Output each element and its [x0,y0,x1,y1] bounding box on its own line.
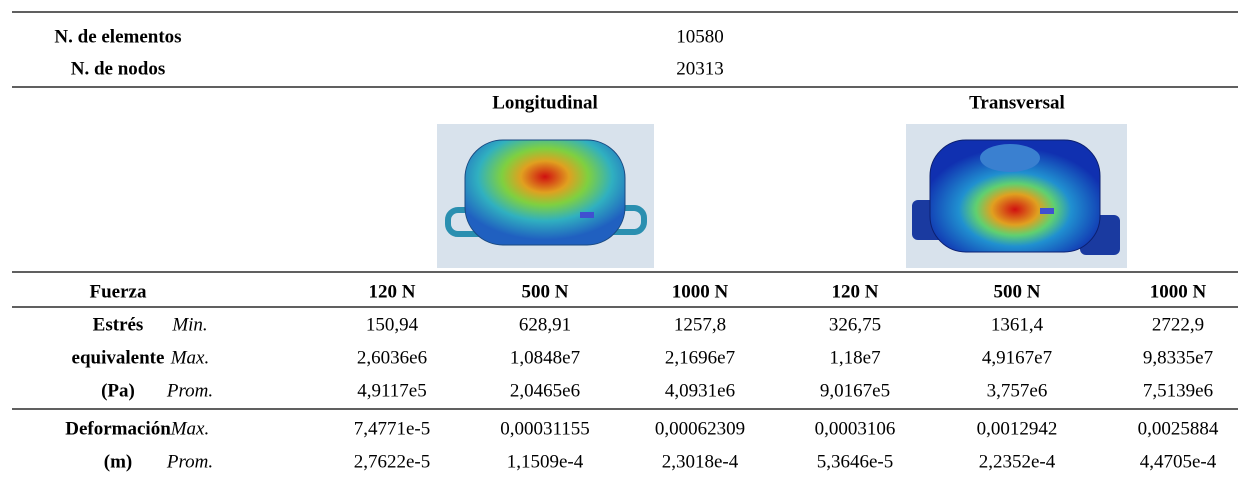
cell-value: 4,4705e-4 [1140,451,1217,472]
cell-value: 0,0025884 [1138,418,1219,439]
section-label: Deformación [65,418,171,439]
meta-value: 20313 [676,58,724,79]
cell-value: 150,94 [366,314,419,335]
image-longitudinal [437,124,654,268]
section-label: (m) [104,451,132,472]
header-label: Fuerza [90,281,147,302]
cell-value: 9,0167e5 [820,380,890,401]
cell-value: 3,757e6 [987,380,1048,401]
force-header: 1000 N [1150,281,1207,302]
stat-label: Prom. [166,451,213,472]
cell-value: 4,0931e6 [665,380,735,401]
section-label: (Pa) [101,380,135,401]
meta-label: N. de nodos [71,58,166,79]
cell-value: 9,8335e7 [1143,347,1213,368]
cell-value: 2,7622e-5 [354,451,431,472]
force-header: 500 N [994,281,1041,302]
cell-value: 2,0465e6 [510,380,580,401]
section-label: equivalente [72,347,165,368]
cell-value: 7,4771e-5 [354,418,431,439]
cell-value: 5,3646e-5 [817,451,894,472]
cell-value: 2,6036e6 [357,347,427,368]
cell-value: 2,3018e-4 [662,451,739,472]
cell-value: 2,1696e7 [665,347,735,368]
cell-value: 7,5139e6 [1143,380,1213,401]
stat-label: Max. [170,418,210,439]
meta-value: 10580 [676,26,724,47]
cell-value: 0,0012942 [977,418,1058,439]
cell-value: 1361,4 [991,314,1044,335]
cell-value: 1,0848e7 [510,347,580,368]
stat-label: Prom. [166,380,213,401]
group-header: Transversal [969,92,1065,113]
meta-label: N. de elementos [54,26,181,47]
section-label: Estrés [93,314,144,335]
cell-value: 0,00031155 [500,418,590,439]
force-header: 120 N [832,281,879,302]
cell-value: 0,00062309 [655,418,745,439]
cell-value: 326,75 [829,314,881,335]
image-transversal [906,124,1127,268]
cell-value: 0,0003106 [815,418,896,439]
stat-label: Max. [170,347,210,368]
group-header: Longitudinal [492,92,598,113]
cell-value: 4,9167e7 [982,347,1052,368]
stat-label: Min. [171,314,207,335]
cell-value: 4,9117e5 [357,380,426,401]
cell-value: 2,2352e-4 [979,451,1056,472]
cell-value: 1257,8 [674,314,726,335]
cell-value: 1,1509e-4 [507,451,584,472]
force-header: 120 N [369,281,416,302]
results-table: N. de elementos 10580 N. de nodos 20313 Long… [0,0,1248,487]
cell-value: 2722,9 [1152,314,1204,335]
force-header: 500 N [522,281,569,302]
force-header: 1000 N [672,281,729,302]
cell-value: 1,18e7 [829,347,880,368]
cell-value: 628,91 [519,314,571,335]
